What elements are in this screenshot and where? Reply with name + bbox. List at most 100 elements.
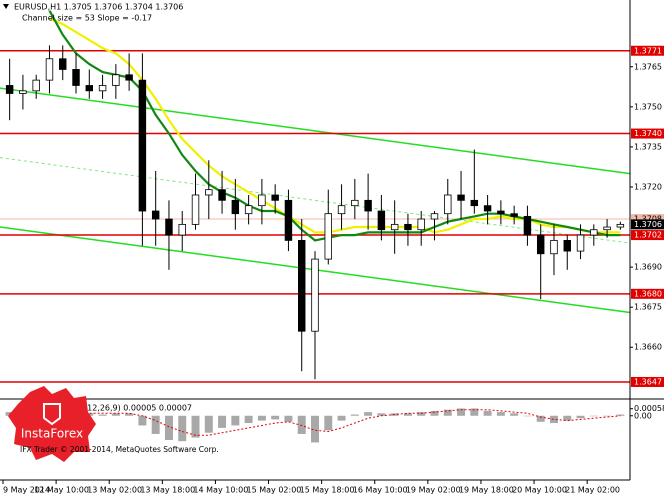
plot-layer: 1.3765 1.3750 1.3735 1.3720 1.3690 1.3675 1.36… [0, 10, 664, 495]
candle-body [457, 194, 465, 201]
macd-bar [271, 415, 280, 420]
level-label-box [631, 288, 664, 299]
candle-body [390, 223, 399, 231]
macd-bar [125, 413, 134, 416]
level-label: 1.3647 [634, 377, 662, 386]
candle-body [98, 85, 107, 92]
macd-bar [231, 415, 240, 426]
macd-tick-label: 0.00058 [634, 404, 664, 413]
macd-bar [603, 415, 612, 417]
x-tick-label: 16 May 10:00 [353, 486, 408, 495]
candle-body [205, 189, 213, 196]
macd-bar [417, 412, 426, 416]
macd-bar [589, 415, 598, 417]
macd-bar [350, 414, 359, 416]
macd-bar [324, 415, 333, 431]
macd-bar [5, 412, 14, 416]
macd-bar [164, 415, 173, 440]
candle-body [85, 85, 94, 92]
ask-label: 1.3708 [634, 215, 662, 224]
candle-body [377, 210, 386, 231]
candle-body [244, 205, 253, 215]
macd-bar [576, 415, 585, 419]
macd-bar [178, 415, 187, 442]
candle-body [218, 189, 226, 201]
candle-body [470, 199, 479, 207]
candle-body [616, 223, 625, 228]
x-tick-label: 14 May 10:00 [193, 486, 248, 495]
menu-icon [3, 4, 9, 9]
chart-title: EURUSD,H1 1.3705 1.3706 1.3704 1.3706 [14, 3, 183, 12]
macd-bar [337, 415, 346, 421]
candle-body [430, 213, 439, 220]
candle-body [364, 199, 372, 212]
x-tick-label: 15 May 18:00 [300, 486, 355, 495]
candle-body [324, 213, 332, 260]
macd-bar [204, 415, 213, 433]
macd-bar [496, 412, 505, 416]
x-tick-label: 9 May 2014 [3, 486, 50, 495]
level-label: 1.3702 [634, 231, 662, 240]
x-tick-label: 13 May 02:00 [87, 486, 142, 495]
candle-body [550, 240, 558, 255]
candle-body [32, 79, 40, 92]
y-tick-label: 1.3750 [634, 102, 662, 111]
y-tick-label: 1.3660 [634, 343, 662, 352]
candle-body [590, 229, 598, 236]
level-label: 1.3771 [634, 46, 662, 55]
candle-body [258, 194, 266, 207]
level-label-box [631, 45, 664, 56]
x-tick-label: 20 May 10:00 [512, 486, 567, 495]
candle-body [603, 226, 611, 231]
logo: InstaForex [8, 386, 96, 462]
macd-bar [403, 413, 412, 416]
candle-body [5, 85, 14, 94]
candle-body [271, 194, 279, 201]
y-tick-label: 1.3765 [634, 62, 662, 71]
candle-body [298, 240, 306, 332]
candle-body [151, 210, 160, 220]
macd-signal [9, 409, 621, 436]
y-tick-label: 1.3735 [634, 142, 662, 151]
bid-label: 1.3706 [634, 220, 662, 229]
ask-label-box [631, 214, 664, 225]
x-tick-label: 21 May 02:00 [565, 486, 620, 495]
candle-body [497, 210, 505, 215]
candle-body [191, 194, 200, 225]
x-tick-label: 15 May 02:00 [247, 486, 302, 495]
macd-bar [523, 415, 532, 417]
macd-bar [470, 408, 479, 416]
candle-body [125, 74, 133, 81]
candle-body [536, 234, 545, 255]
candle-body [523, 215, 532, 236]
macd-bar [244, 415, 253, 424]
level-label-box [631, 230, 664, 241]
candle-body [112, 74, 120, 86]
x-tick-label: 19 May 18:00 [459, 486, 514, 495]
candle-body [483, 205, 492, 212]
y-tick-label: 1.3720 [634, 182, 662, 191]
copyright: IFX Trader © 2001-2014, MetaQuotes Softw… [20, 445, 219, 454]
macd-bar [443, 409, 452, 416]
macd-label: MACD(12,26,9) 0.00005 0.00007 [60, 404, 192, 413]
candle-body [510, 213, 518, 217]
candle-body [444, 194, 452, 215]
channel-line [0, 87, 631, 175]
level-label: 1.3740 [634, 129, 662, 138]
candle-body [165, 218, 173, 236]
macd-bar [297, 415, 306, 434]
candle-body [178, 223, 186, 236]
candle-body [311, 258, 319, 332]
macd-bar [536, 415, 545, 422]
candle-body [59, 58, 67, 70]
bid-label-box [631, 219, 664, 230]
macd-bar [483, 410, 492, 416]
x-tick-label: 19 May 02:00 [406, 486, 461, 495]
candle-body [138, 79, 147, 212]
macd-bar [151, 415, 160, 434]
macd-bar [218, 415, 227, 428]
macd-bar [377, 413, 386, 416]
candle-body [19, 90, 27, 94]
candle-body [72, 69, 80, 86]
